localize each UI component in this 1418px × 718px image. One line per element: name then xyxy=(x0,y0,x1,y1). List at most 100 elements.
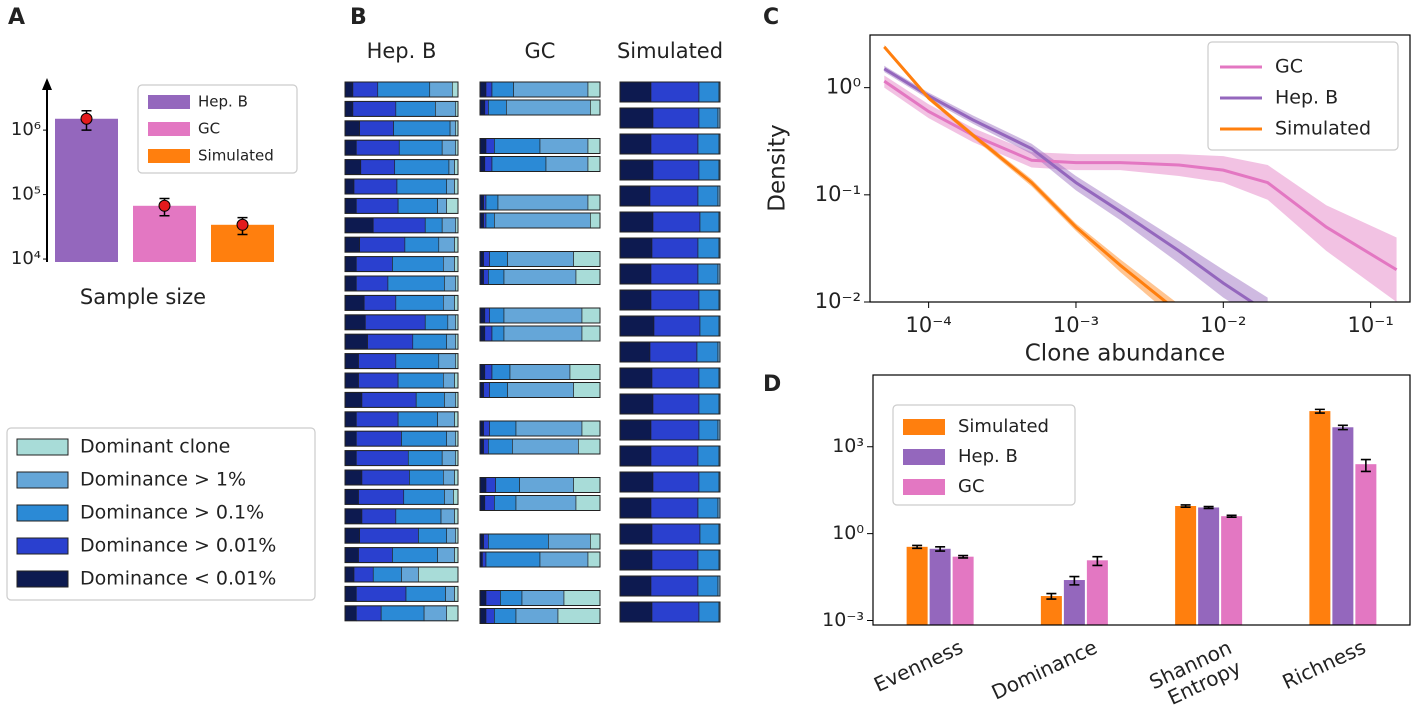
row-outline xyxy=(344,372,459,389)
segment xyxy=(344,566,355,583)
column-title: Simulated xyxy=(617,39,723,63)
segment xyxy=(392,547,438,563)
segment xyxy=(509,364,571,380)
segment xyxy=(653,315,701,337)
row-outline xyxy=(344,314,459,331)
segment xyxy=(483,533,489,550)
segment xyxy=(573,251,601,267)
row-outline xyxy=(344,391,459,408)
segment xyxy=(405,586,446,602)
segment xyxy=(407,450,443,466)
legend-label: GC xyxy=(198,120,220,138)
error-bar xyxy=(935,546,946,552)
segment xyxy=(698,107,719,129)
segment xyxy=(698,81,720,103)
row-outline xyxy=(479,99,601,116)
segment xyxy=(355,198,399,214)
segment xyxy=(489,251,508,267)
segment xyxy=(367,333,414,350)
x-tick-label: 10⁻⁴ xyxy=(906,313,952,337)
segment xyxy=(619,159,654,181)
segment xyxy=(485,608,495,624)
x-tick-label: 10⁻¹ xyxy=(1348,313,1394,337)
segment xyxy=(652,471,700,493)
series-line xyxy=(883,67,1255,302)
segment xyxy=(698,393,720,415)
segment xyxy=(454,178,459,195)
segment xyxy=(395,295,444,311)
segment xyxy=(483,251,490,267)
segment xyxy=(484,325,493,342)
segment xyxy=(619,575,652,597)
segment xyxy=(415,392,445,408)
segment xyxy=(484,495,495,511)
row-outline xyxy=(344,333,459,350)
segment xyxy=(372,217,426,234)
segment xyxy=(590,533,601,550)
segment xyxy=(344,314,366,331)
segment xyxy=(697,263,719,285)
bar xyxy=(1198,507,1220,625)
segment xyxy=(488,533,549,550)
segment xyxy=(575,269,601,285)
x-tick-label: Evenness xyxy=(870,635,966,697)
legend-label: Simulated xyxy=(1275,118,1371,140)
panel-label: A xyxy=(8,5,25,30)
y-tick-label: 10⁻² xyxy=(815,289,861,313)
row-outline xyxy=(344,275,459,292)
segment xyxy=(619,549,653,571)
segment xyxy=(344,547,359,563)
segment xyxy=(483,269,489,285)
segment xyxy=(697,445,720,467)
segment xyxy=(512,438,579,455)
row-outline xyxy=(479,194,601,211)
mean-point xyxy=(236,218,249,231)
segment xyxy=(352,81,379,98)
column-title: Hep. B xyxy=(367,39,437,63)
segment xyxy=(446,527,457,544)
row-outline xyxy=(479,438,601,455)
bar xyxy=(1040,596,1062,625)
segment xyxy=(358,353,397,369)
segment xyxy=(590,99,601,116)
segment xyxy=(344,489,359,505)
y-tick-label: 10⁵ xyxy=(11,184,41,205)
segment xyxy=(563,590,601,606)
segment xyxy=(619,367,653,389)
segment xyxy=(494,212,591,229)
segment xyxy=(361,508,397,525)
segment xyxy=(344,372,359,389)
segment xyxy=(479,420,484,437)
segment xyxy=(699,211,720,233)
segment xyxy=(479,533,484,550)
segment xyxy=(435,101,457,117)
segment xyxy=(650,497,699,519)
legend-swatch xyxy=(16,471,69,489)
segment xyxy=(429,81,453,98)
segment xyxy=(521,590,565,606)
plot-frame xyxy=(872,374,1411,626)
x-tick-label: 10⁻² xyxy=(1200,313,1246,337)
segment xyxy=(503,269,577,285)
segment xyxy=(699,315,720,337)
segment xyxy=(479,269,484,285)
segment xyxy=(441,217,457,234)
segment xyxy=(344,198,357,214)
segment xyxy=(575,495,601,511)
segment xyxy=(507,251,574,267)
legend-label: Dominance > 1% xyxy=(80,469,246,491)
legend-swatch xyxy=(903,479,945,495)
row-outline xyxy=(619,341,721,363)
segment xyxy=(446,333,457,350)
segment xyxy=(650,289,700,311)
segment xyxy=(344,353,359,369)
segment xyxy=(479,325,486,342)
row-outline xyxy=(344,236,459,253)
mean-point xyxy=(158,199,171,212)
segment xyxy=(396,178,448,195)
segment xyxy=(395,101,436,117)
row-outline xyxy=(479,533,601,550)
bar xyxy=(906,546,928,625)
row-outline xyxy=(619,367,721,389)
segment xyxy=(479,477,487,493)
